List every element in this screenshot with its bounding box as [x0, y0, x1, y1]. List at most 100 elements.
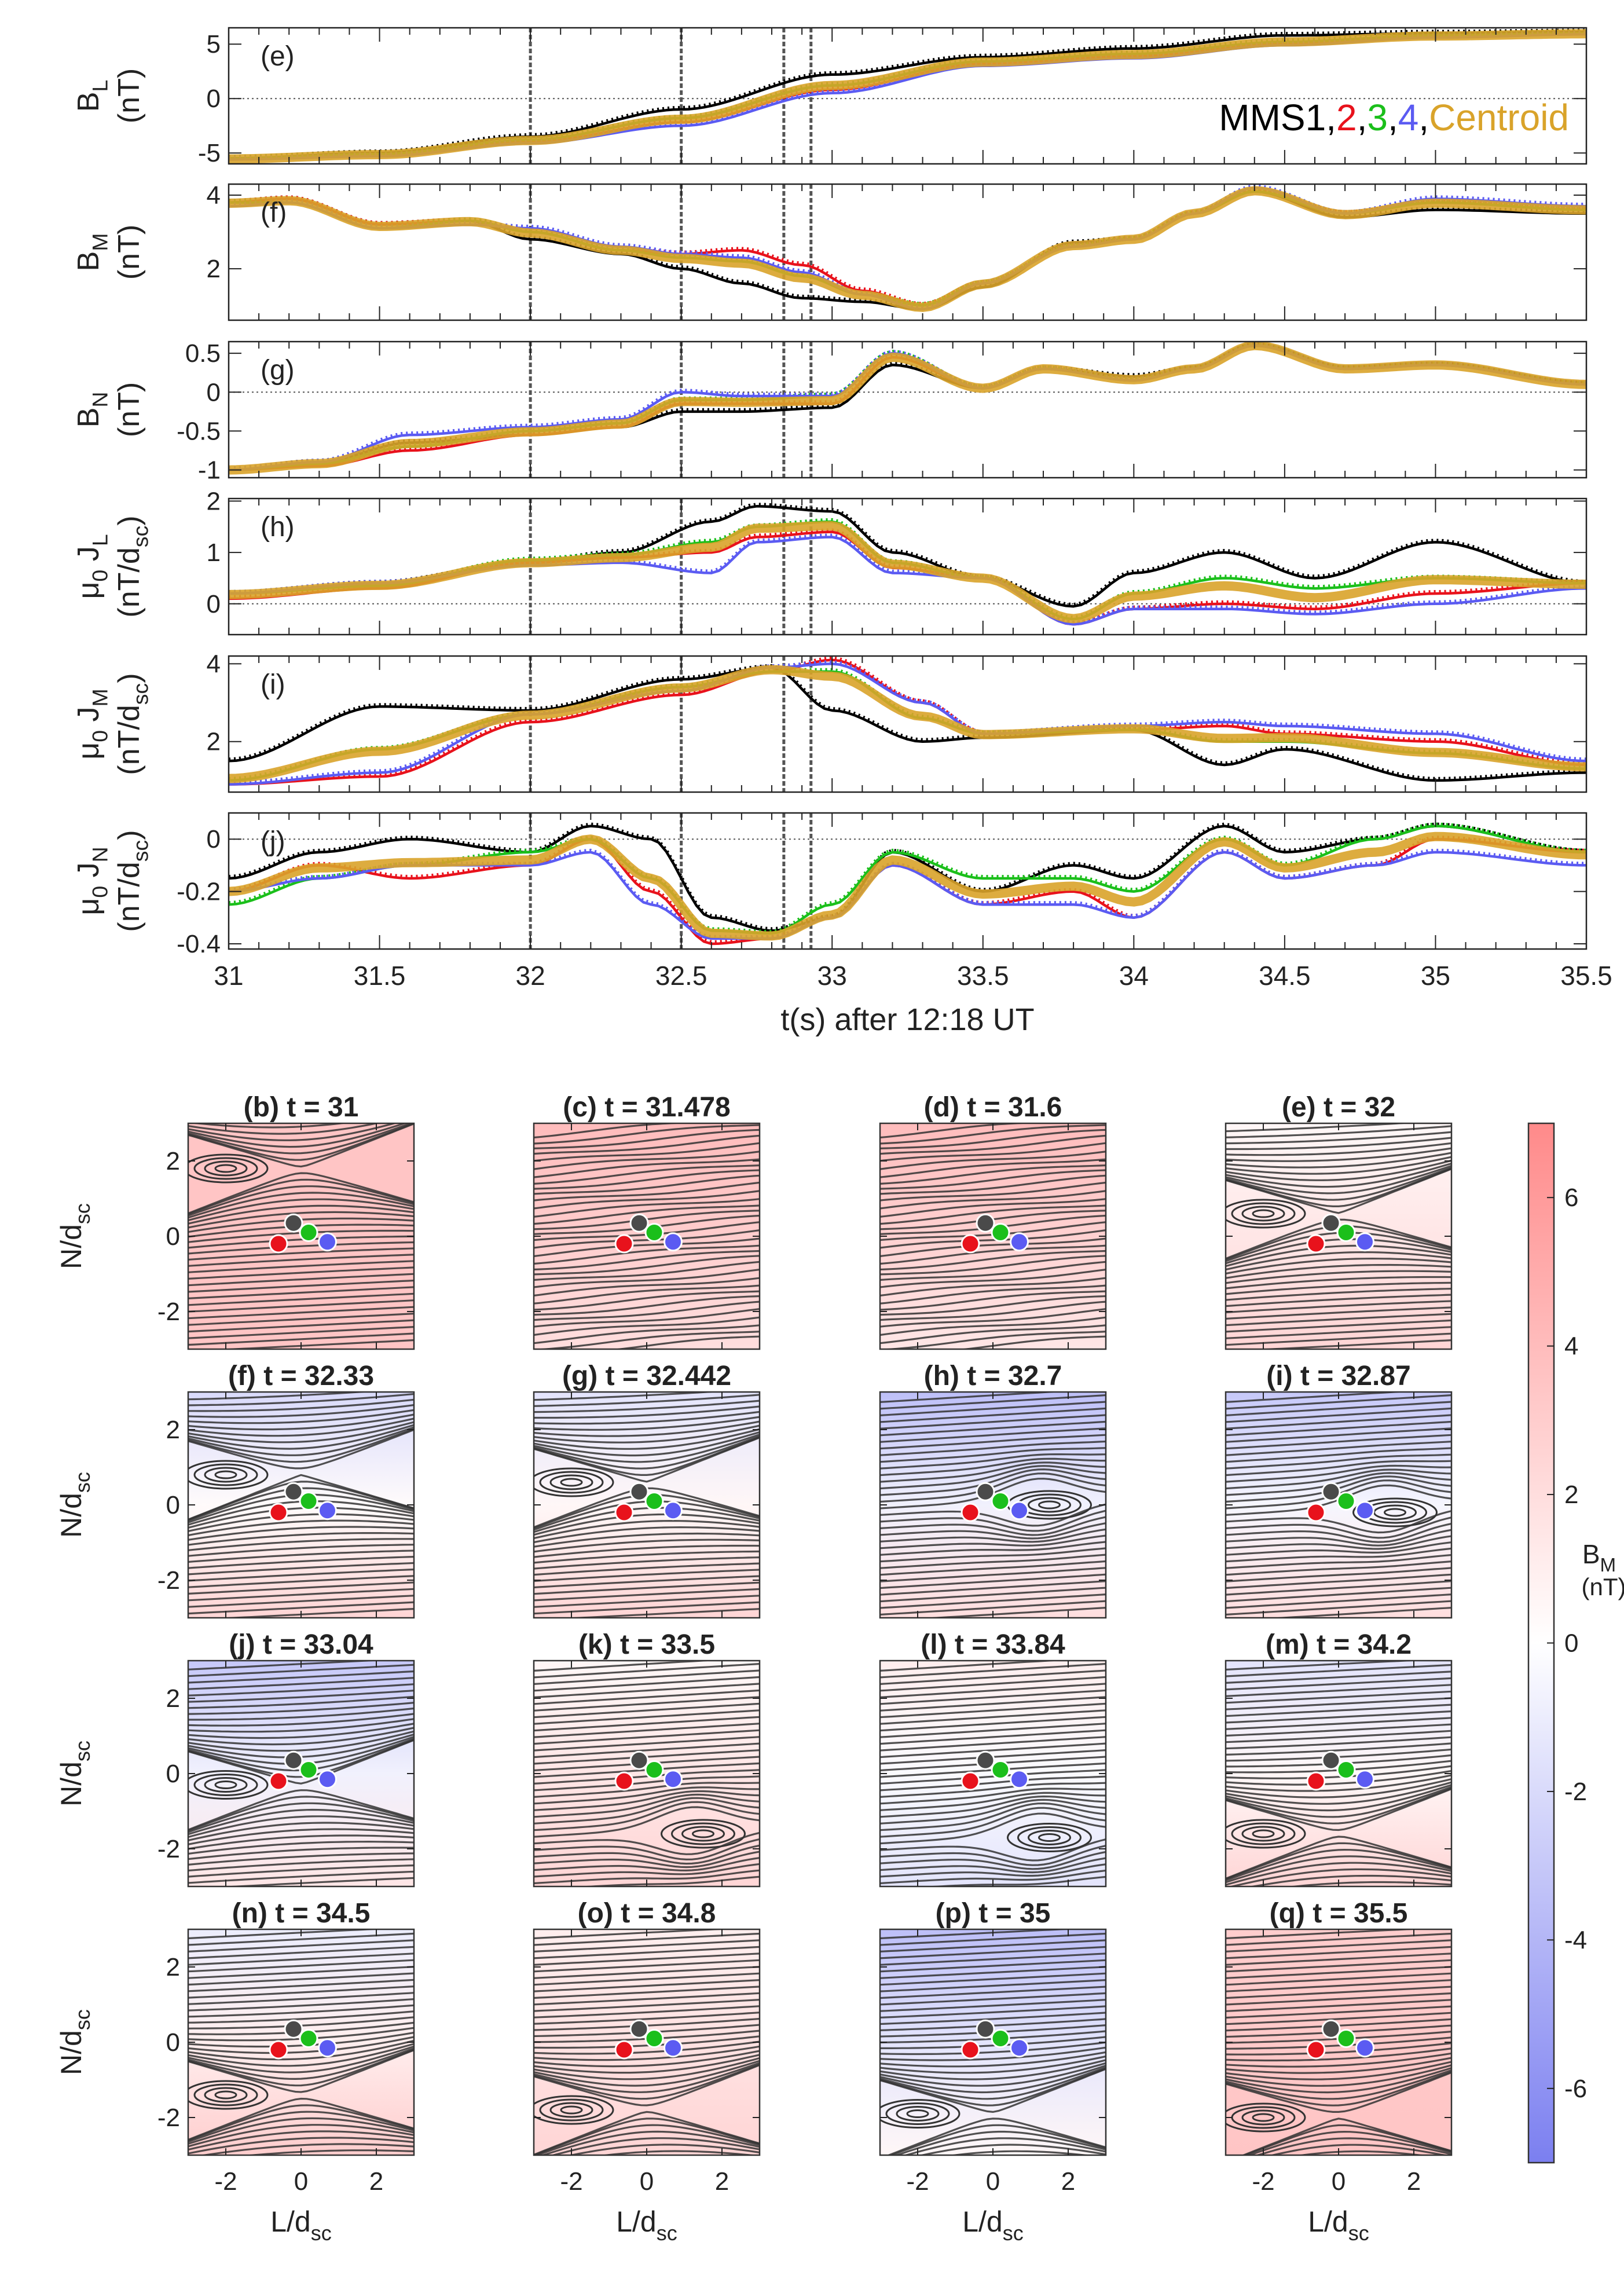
spacecraft-marker: [961, 1503, 980, 1522]
field-line: [534, 1581, 760, 1595]
spacecraft-marker: [961, 1771, 980, 1791]
field-line: [1226, 1326, 1451, 1339]
field-line: [880, 1863, 1106, 1878]
field-line: [188, 1198, 414, 1222]
legend-item: MMS1: [1219, 97, 1326, 138]
spacecraft-marker: [976, 1750, 995, 1770]
map-title: (g) t = 32.442: [562, 1361, 731, 1391]
field-line: [534, 1769, 760, 1785]
field-line: [1226, 1137, 1451, 1151]
map-title: (e) t = 32: [1282, 1092, 1395, 1123]
field-line: [880, 1567, 1106, 1582]
series-line-centroid: [229, 29, 1586, 164]
streamlines: [188, 1661, 414, 1886]
flux-loop: [1241, 1206, 1285, 1222]
timeseries-panel-j: 0 -0.2 -0.4 (j) μ0 JN(nT/dsc) 31 31.5 32 32.5 33 3…: [72, 812, 1612, 1037]
field-line: [880, 1250, 1106, 1271]
field-line: [188, 1952, 414, 1966]
x-tick-label: 31: [214, 961, 243, 991]
field-line: [1226, 1554, 1451, 1569]
field-line: [534, 1190, 760, 1210]
streamlines: [534, 1661, 760, 1886]
y-tick-label: 1: [207, 538, 221, 567]
field-line: [534, 1702, 760, 1719]
field-line: [880, 1838, 1106, 1862]
y-tick-label: -0.4: [177, 930, 221, 958]
field-line: [534, 1575, 760, 1589]
field-line: [880, 1407, 1106, 1423]
field-line: [188, 1185, 414, 1217]
field-line: [1226, 1781, 1451, 1805]
spacecraft-marker: [1336, 1492, 1356, 1511]
field-line: [1226, 1167, 1451, 1207]
field-line: [880, 1972, 1106, 1986]
flux-loop: [1252, 1829, 1275, 1838]
field-line: [1226, 1306, 1451, 1320]
field-line: [534, 1857, 760, 1872]
field-line: [880, 1939, 1106, 1952]
field-line: [1226, 1281, 1451, 1295]
field-line: [534, 1411, 760, 1425]
field-line: [880, 1134, 1106, 1155]
field-line: [534, 1736, 760, 1752]
y-tick-label: 0.5: [185, 339, 221, 368]
field-line: [880, 1769, 1106, 1785]
field-line: [188, 1235, 414, 1249]
field-line: [188, 1123, 414, 1168]
field-line: [188, 1718, 414, 1733]
field-line: [880, 1516, 1106, 1536]
field-line: [534, 1513, 760, 1536]
field-line: [534, 2012, 760, 2025]
map-title: (j) t = 33.04: [229, 1629, 373, 1660]
field-line: [188, 1575, 414, 1588]
field-line: [880, 1742, 1106, 1759]
field-line: [188, 1670, 414, 1684]
series-group: [229, 184, 1586, 312]
field-line: [188, 2045, 414, 2073]
field-line: [534, 1436, 760, 1476]
flux-loop: [193, 2083, 258, 2107]
spacecraft-marker: [991, 1223, 1010, 1242]
field-line: [188, 1313, 414, 1326]
field-line: [1226, 1730, 1451, 1743]
field-line: [534, 1683, 760, 1698]
series-dotted-line: [229, 656, 1586, 784]
field-line: [1226, 2047, 1451, 2062]
streamline-map: (l) t = 33.84: [879, 1629, 1107, 1888]
field-line: [534, 2040, 760, 2055]
field-line: [880, 1295, 1106, 1316]
field-line: [880, 1534, 1106, 1549]
y-axis-title: N/dsc: [55, 1203, 94, 1269]
field-line: [188, 1549, 414, 1563]
field-line: [1226, 1319, 1451, 1333]
y-axis-unit-label: (nT): [112, 68, 146, 123]
field-line: [880, 1547, 1106, 1563]
spacecraft-marker: [284, 2019, 303, 2039]
spacecraft-marker: [1010, 1770, 1029, 1789]
series-dotted-line: [229, 822, 1586, 933]
flux-loop: [1226, 1819, 1306, 1849]
field-line: [1226, 1690, 1451, 1704]
flux-loop: [214, 1781, 237, 1789]
streamline-map: 2 0 -2 N/dsc (j) t = 33.04: [55, 1629, 415, 1888]
field-line: [1226, 2061, 1451, 2080]
field-line: [1226, 1966, 1451, 1979]
field-line: [1226, 2067, 1451, 2094]
field-line: [188, 1421, 414, 1444]
spacecraft-marker: [1321, 2019, 1341, 2039]
spacecraft-marker: [991, 2029, 1010, 2048]
field-line: [1226, 1784, 1451, 1812]
y-tick-label: -5: [198, 139, 221, 167]
spacecraft-marker: [1321, 1213, 1341, 1233]
field-line: [188, 1822, 414, 1841]
field-line: [880, 1736, 1106, 1752]
y-tick-label: 2: [207, 728, 221, 756]
field-line: [880, 1946, 1106, 1959]
field-line: [534, 1158, 760, 1178]
field-line: [1226, 1147, 1451, 1162]
field-line: [534, 1550, 760, 1564]
x-tick-label: 2: [1407, 2167, 1421, 2196]
field-line: [188, 1858, 414, 1872]
field-line: [188, 1172, 414, 1215]
spacecraft-marker: [299, 2029, 318, 2048]
